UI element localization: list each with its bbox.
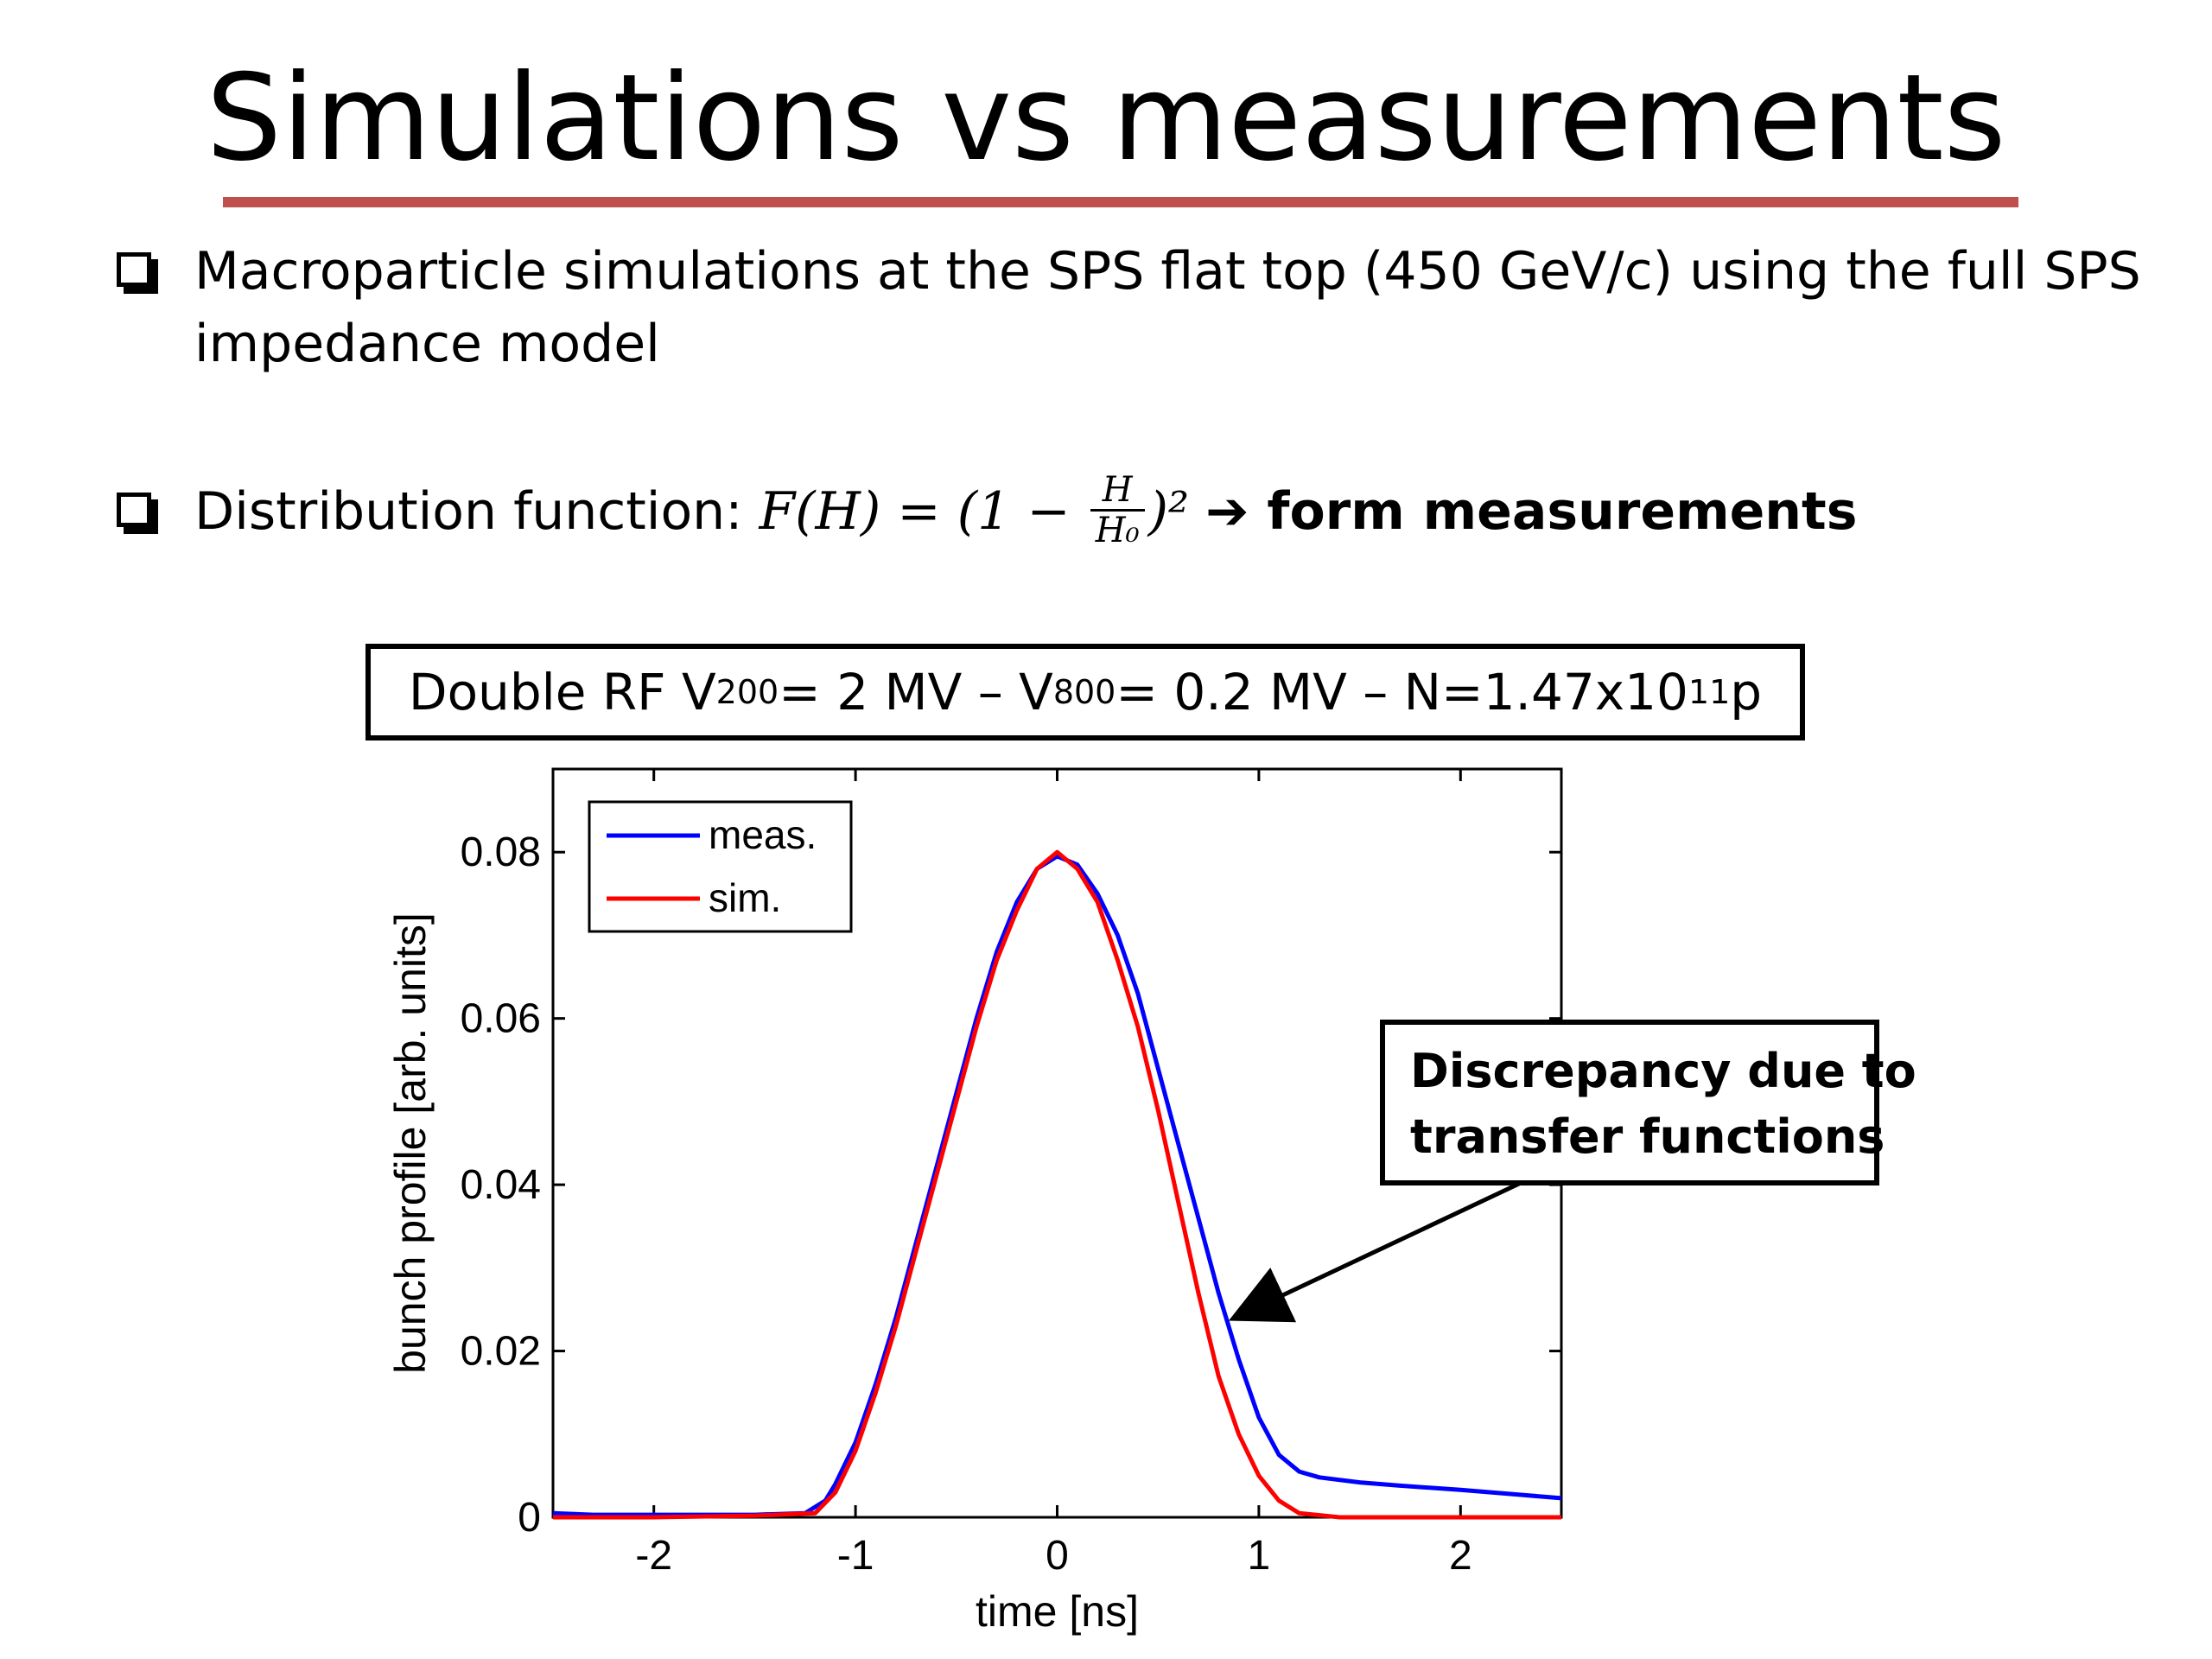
y-tick-label: 0.06 [461, 996, 541, 1042]
legend-box [588, 800, 853, 933]
legend-meas-label: meas. [709, 812, 817, 857]
y-tick-label: 0.02 [461, 1329, 541, 1375]
y-axis-label: bunch profile [arb. units] [386, 912, 435, 1374]
annotation: Discrepancy due to transfer functions [1228, 1020, 1916, 1323]
series-line-sim [553, 849, 1561, 1520]
legend: meas. sim. [588, 800, 853, 933]
caption-part-2: = 2 MV – V [779, 663, 1053, 721]
title-divider [223, 197, 2018, 207]
caption-sub-200: 200 [715, 673, 779, 711]
distribution-formula: F(H) = (1 − H H₀)² [759, 471, 1190, 550]
checkbox-bullet-icon [117, 252, 151, 287]
y-tick-label: 0.08 [461, 830, 541, 875]
series-line-meas [552, 854, 1562, 1517]
axis-labels: -2 -1 0 1 2 0 0.02 0.04 0.06 0.08 time [ns] bunch p… [386, 830, 1472, 1636]
annotation-box [1380, 1020, 1879, 1185]
formula-fraction: H H₀ [1090, 471, 1145, 550]
annotation-arrow [1228, 1180, 1522, 1323]
x-tick-label: 0 [1046, 1533, 1069, 1579]
y-tick-label: 0.04 [461, 1162, 541, 1208]
bullet-text: Macroparticle simulations at the SPS fla… [194, 235, 2141, 380]
formula-lhs: F(H) = (1 − [759, 481, 1087, 542]
x-tick-label: -1 [837, 1533, 874, 1579]
caption-sup-11: 11 [1688, 673, 1731, 711]
y-tick-label: 0 [518, 1495, 541, 1541]
caption-part-1: Double RF V [408, 663, 716, 721]
annotation-line-2: transfer functions [1410, 1109, 1885, 1164]
formula-numerator: H [1090, 471, 1145, 512]
x-tick-label: 1 [1248, 1533, 1271, 1579]
series-lines [552, 849, 1562, 1520]
annotation-line-1: Discrepancy due to [1410, 1044, 1916, 1098]
x-axis-label: time [ns] [976, 1587, 1139, 1636]
checkbox-bullet-icon [117, 493, 151, 527]
slide-title: Simulations vs measurements [206, 48, 2006, 188]
formula-rhs: )² [1147, 481, 1190, 542]
caption-part-3: = 0.2 MV – N=1.47x10 [1116, 663, 1688, 721]
right-arrow-icon: ➔ [1205, 481, 1268, 542]
caption-sub-800: 800 [1052, 673, 1116, 711]
bullet-line-2: impedance model [194, 314, 660, 374]
legend-sim-label: sim. [709, 875, 781, 920]
distribution-label: Distribution function: [194, 481, 760, 542]
formula-denominator: H₀ [1095, 510, 1140, 550]
x-tick-label: -2 [635, 1533, 672, 1579]
x-tick-label: 2 [1449, 1533, 1472, 1579]
bullet-line-1: Macroparticle simulations at the SPS fla… [194, 241, 2141, 302]
rf-parameters-caption: Double RF V 200 = 2 MV – V 800 = 0.2 MV – … [365, 644, 1805, 741]
form-measurements-text: form measurements [1267, 481, 1858, 542]
distribution-text: Distribution function: F(H) = (1 − H H₀)²… [194, 471, 1858, 555]
caption-part-4: p [1730, 663, 1763, 721]
